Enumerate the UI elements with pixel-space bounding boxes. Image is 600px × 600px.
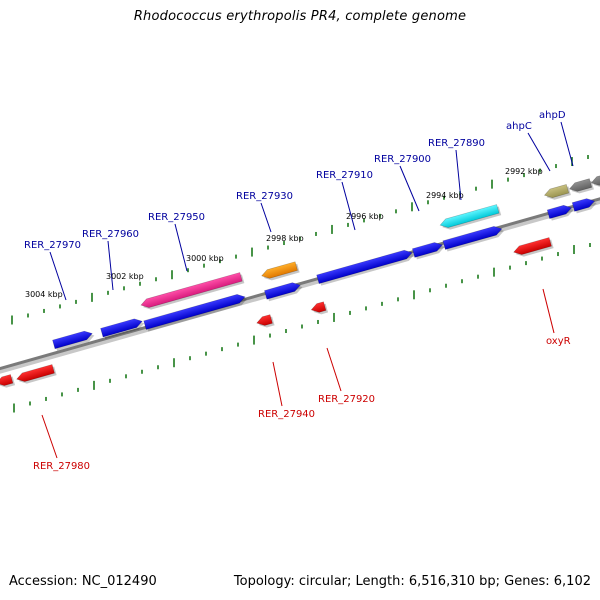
gene-rer-27920[interactable] [310,301,329,316]
gene-rer-27980[interactable] [15,364,57,386]
gene-rer-27940[interactable] [256,314,275,330]
leader-rer-27890 [455,149,462,201]
gene-label-oxyr[interactable]: oxyR [546,336,571,347]
gene-rer-27950[interactable] [143,292,249,332]
tick-tracks [11,154,591,413]
gene-ahpd[interactable] [571,196,598,214]
gene-rer-27970[interactable] [52,329,96,351]
leader-rer-27930 [260,202,272,233]
accession-text: Accession: NC_012490 [9,574,157,589]
scale-label: 3004 kbp [25,290,63,299]
gene-rer-27990[interactable] [0,374,16,390]
gene-label-rer-27930[interactable]: RER_27930 [236,191,293,202]
gene-ahpd-feature[interactable] [568,178,594,195]
gene-ahpc-feature[interactable] [543,184,571,202]
gene-label-rer-27960[interactable]: RER_27960 [82,229,139,240]
gene-rer-27930[interactable] [264,280,303,302]
reverse-labels: RER_27980 RER_27940 RER_27920 oxyR [33,336,571,472]
gene-ahpc[interactable] [546,203,575,221]
gene-oxyr[interactable] [512,237,554,259]
gene-labels [41,121,574,459]
gene-label-rer-27910[interactable]: RER_27910 [316,170,373,181]
scale-label: 2998 kbp [266,234,304,243]
leader-rer-27910 [341,181,356,231]
map-title: Rhodococcus erythropolis PR4, complete g… [133,9,467,24]
leader-rer-27950 [174,223,188,272]
leader-rer-27940 [272,361,283,407]
gene-features [0,174,600,390]
gene-rer-27950-feature[interactable] [140,272,245,312]
gene-rer-27900[interactable] [411,240,445,260]
leader-ahpc [527,132,551,172]
leader-rer-27980 [41,414,58,459]
backbone [0,197,600,374]
gene-rer-27890[interactable] [442,224,505,252]
gene-label-rer-27970[interactable]: RER_27970 [24,240,81,251]
gene-label-rer-27900[interactable]: RER_27900 [374,154,431,165]
gene-rer-27910[interactable] [316,248,416,286]
gene-label-rer-27890[interactable]: RER_27890 [428,138,485,149]
gene-label-rer-27950[interactable]: RER_27950 [148,212,205,223]
scale-label: 3002 kbp [106,272,144,281]
gene-rer-27960[interactable] [100,317,146,340]
leader-rer-27970 [49,251,67,301]
gene-rer-27890-feature[interactable] [439,204,502,232]
gene-label-rer-27940[interactable]: RER_27940 [258,409,315,420]
forward-labels: RER_27970 RER_27960 RER_27950 RER_27930 … [24,110,566,251]
gene-label-ahpd[interactable]: ahpD [539,110,566,121]
gene-label-ahpc[interactable]: ahpC [506,121,532,132]
leader-oxyr [542,288,555,334]
gene-rer-27930-feature[interactable] [260,261,300,282]
scale-label: 3000 kbp [186,254,224,263]
gene-label-rer-27980[interactable]: RER_27980 [33,461,90,472]
scale-label: 2992 kbp [505,167,543,176]
leader-rer-27900 [399,165,420,212]
leader-rer-27920 [326,347,342,392]
leader-rer-27960 [107,240,114,291]
leader-ahpd [560,121,574,167]
topology-summary: Topology: circular; Length: 6,516,310 bp… [233,574,591,589]
gene-next-feature[interactable] [590,174,600,189]
scale-labels: 3004 kbp 3002 kbp 3000 kbp 2998 kbp 2996… [25,167,543,299]
gene-label-rer-27920[interactable]: RER_27920 [318,394,375,405]
scale-label: 2994 kbp [426,191,464,200]
scale-label: 2996 kbp [346,212,384,221]
